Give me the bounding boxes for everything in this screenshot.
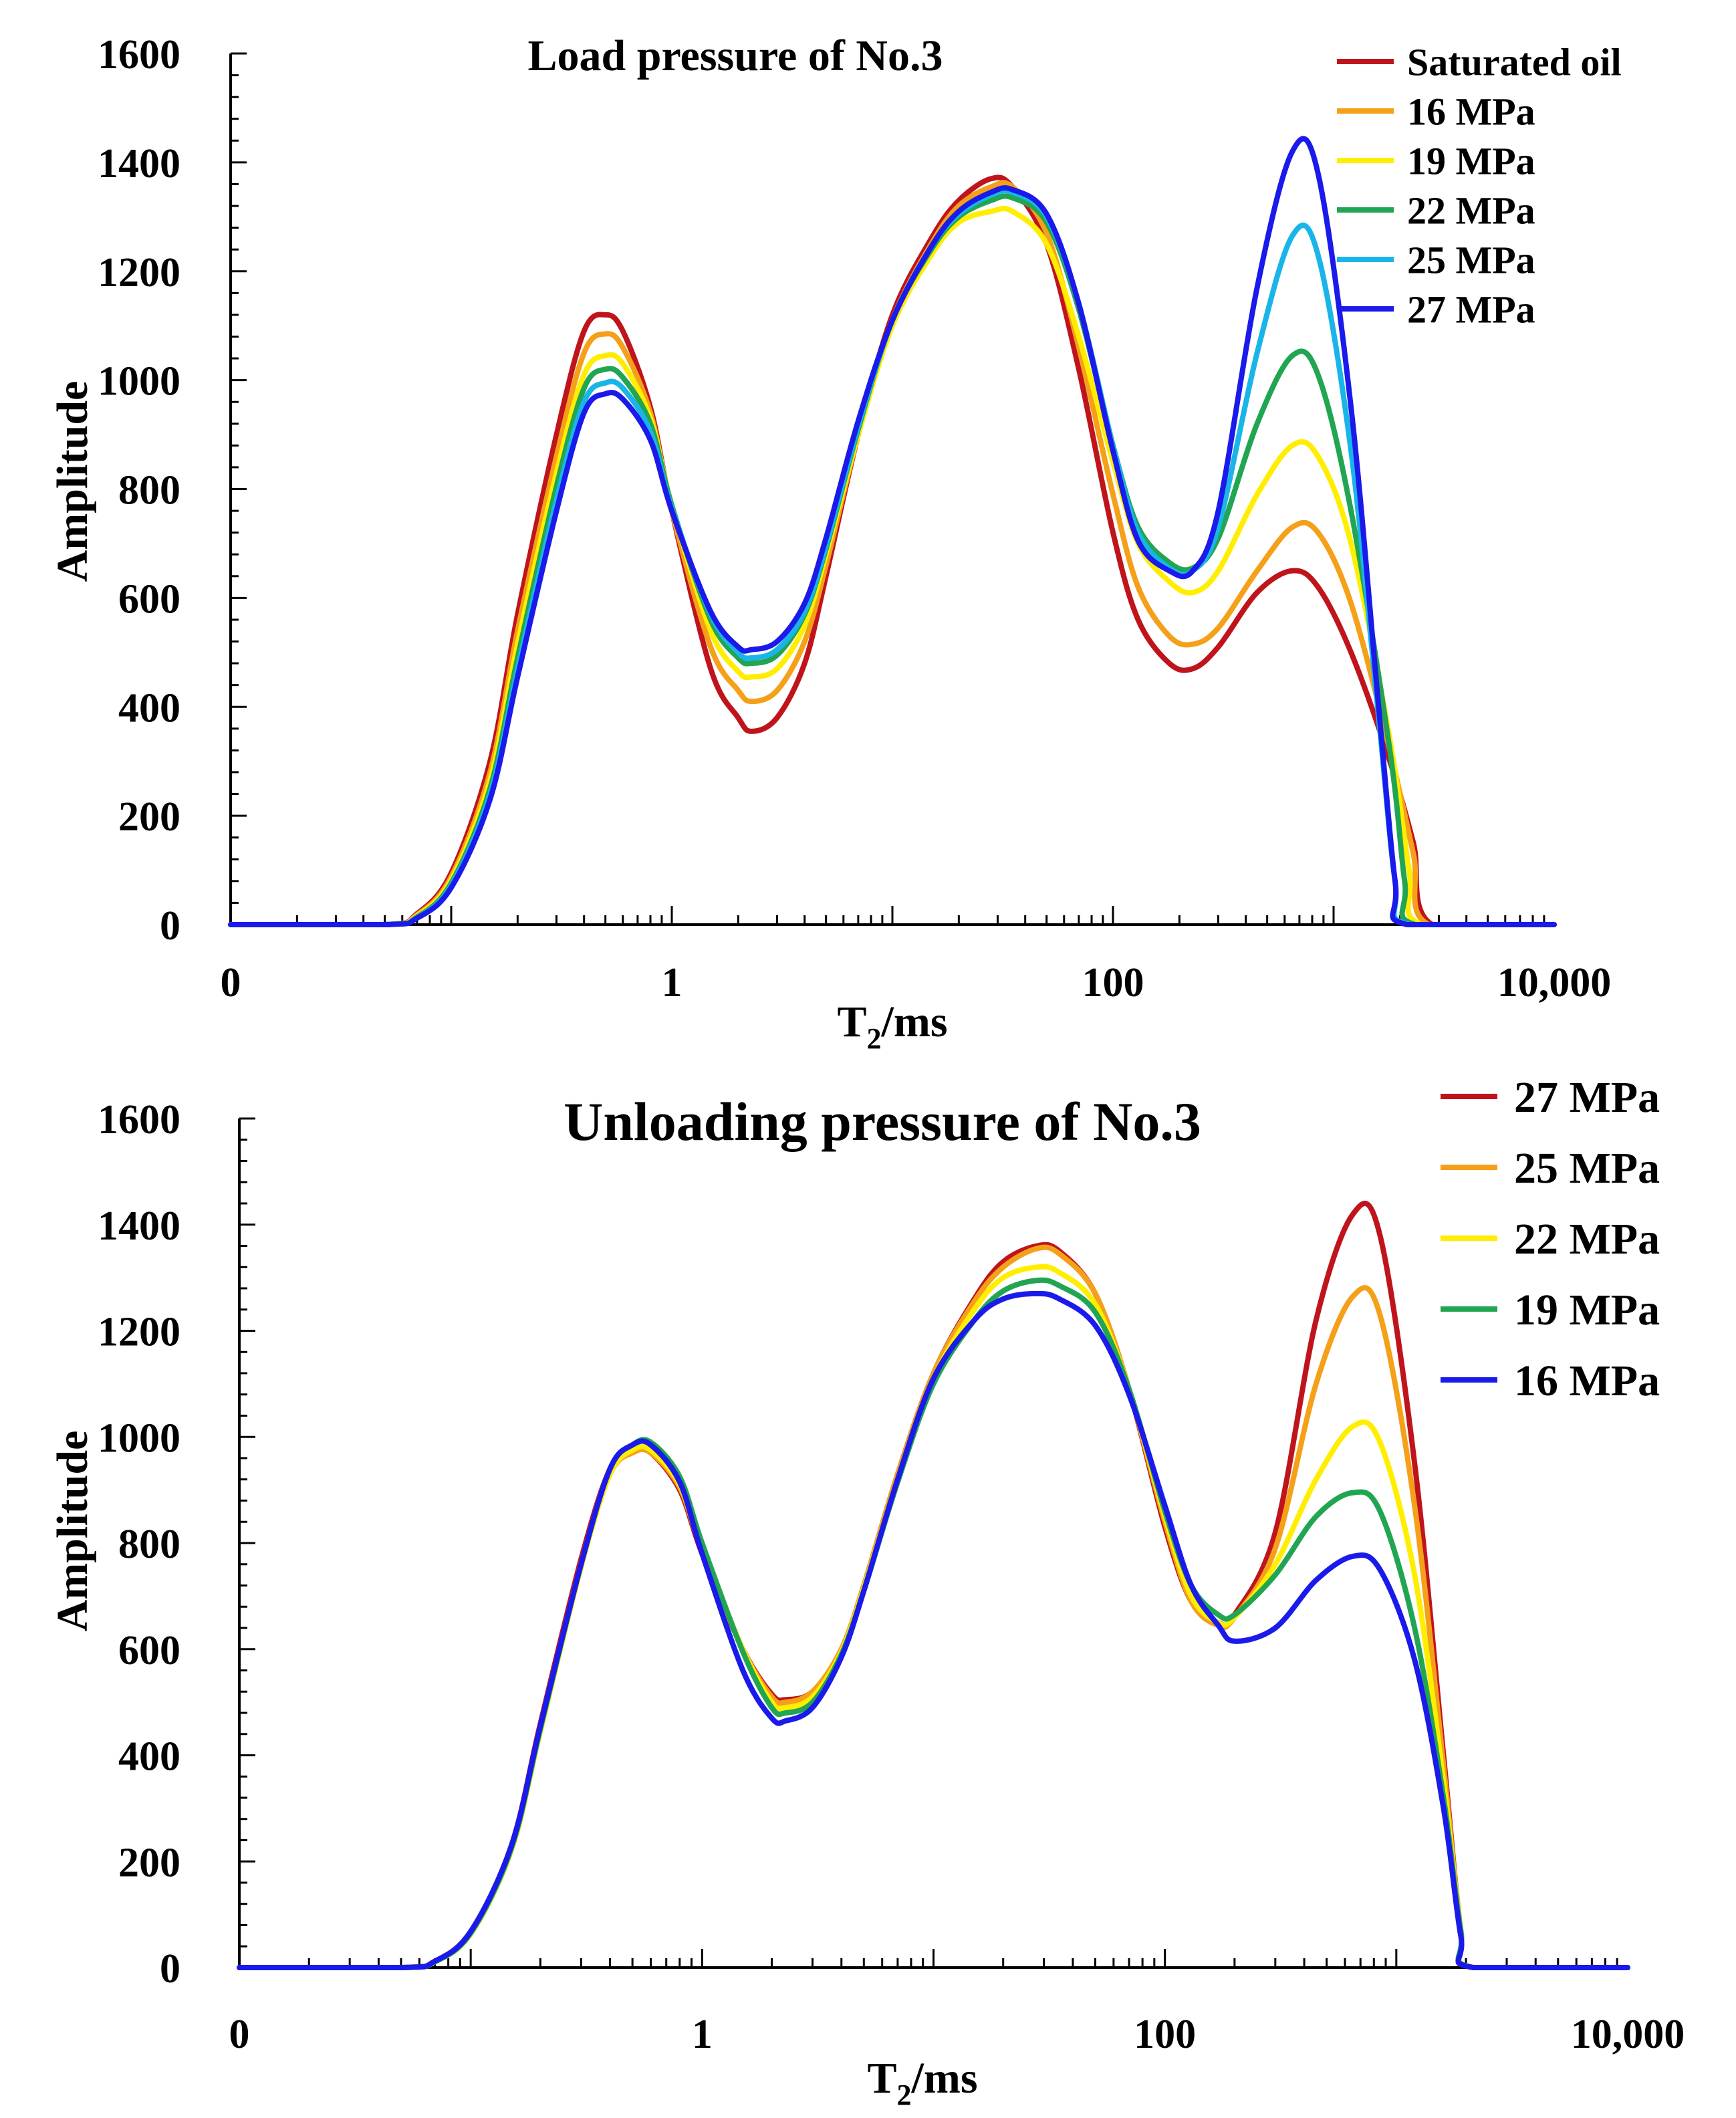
y-axis-label: Amplitude	[48, 1431, 97, 1632]
x-axis-label-main: T	[867, 2054, 896, 2103]
y-tick-label: 800	[118, 468, 180, 513]
series-line-16-mpa	[237, 1290, 1630, 1970]
series-line-27-mpa	[228, 136, 1557, 928]
plot-area	[237, 1200, 1630, 1970]
legend: 27 MPa 25 MPa 22 MPa 19 MPa 16 MPa	[1441, 1073, 1660, 1405]
y-tick-label: 200	[118, 794, 180, 840]
y-tick-label: 200	[118, 1840, 180, 1885]
y-axis-label: Amplitude	[48, 381, 97, 582]
legend-label: 16 MPa	[1407, 90, 1535, 133]
panel-load-chart: Load pressure of No.3 Amplitude T2/ms 0 2…	[48, 31, 1622, 1055]
x-axis-label-sub: 2	[867, 1022, 882, 1055]
y-tick-label: 1600	[98, 1097, 180, 1143]
x-tick-label: 10,000	[1497, 960, 1612, 1006]
x-tick-label: 10,000	[1571, 2012, 1685, 2057]
legend-label: 27 MPa	[1514, 1073, 1660, 1122]
y-tick-label: 1000	[98, 359, 180, 404]
y-tick-label: 1200	[98, 1310, 180, 1355]
y-tick-label: 1000	[98, 1415, 180, 1461]
x-tick-label: 100	[1082, 960, 1144, 1006]
legend-label: Saturated oil	[1407, 40, 1622, 84]
chart-title: Unloading pressure of No.3	[564, 1091, 1201, 1152]
y-tick-label: 1400	[98, 141, 180, 187]
legend-label: 27 MPa	[1407, 287, 1535, 331]
legend-label: 22 MPa	[1514, 1215, 1660, 1264]
chart-title: Load pressure of No.3	[528, 31, 943, 80]
axes: 0 200 400 600 800 1000 1200 1400 1600 0 1 100 10,000	[98, 1097, 1685, 2057]
legend: Saturated oil 16 MPa 19 MPa 22 MPa 25 MPa 27 …	[1337, 40, 1622, 331]
y-tick-label: 0	[160, 1946, 180, 1992]
y-tick-label: 400	[118, 685, 180, 731]
y-tick-label: 1200	[98, 250, 180, 296]
y-tick-label: 600	[118, 1628, 180, 1673]
x-tick-label: 1	[692, 2012, 713, 2057]
x-axis-label-rest: /ms	[881, 997, 948, 1046]
y-tick-label: 400	[118, 1734, 180, 1780]
x-axis-label-main: T	[837, 997, 866, 1046]
x-tick-label: 100	[1134, 2012, 1196, 2057]
legend-label: 19 MPa	[1407, 139, 1535, 183]
y-tick-label: 1600	[98, 32, 180, 78]
plot-area	[228, 136, 1557, 928]
x-axis-label-sub: 2	[897, 2079, 912, 2111]
y-tick-label: 800	[118, 1522, 180, 1567]
x-axis-label: T2/ms	[837, 997, 947, 1055]
x-tick-label: 0	[221, 960, 241, 1006]
x-tick-label: 1	[662, 960, 683, 1006]
x-axis-label-rest: /ms	[911, 2054, 978, 2103]
legend-label: 25 MPa	[1514, 1144, 1660, 1193]
legend-label: 22 MPa	[1407, 189, 1535, 232]
x-tick-label: 0	[229, 2012, 250, 2057]
y-tick-label: 1400	[98, 1203, 180, 1249]
y-tick-label: 0	[160, 903, 180, 949]
legend-label: 16 MPa	[1514, 1357, 1660, 1405]
y-tick-label: 600	[118, 576, 180, 622]
panel-unloading-chart: Unloading pressure of No.3 Amplitude T2/…	[48, 1073, 1685, 2111]
legend-label: 19 MPa	[1514, 1286, 1660, 1334]
legend-label: 25 MPa	[1407, 238, 1535, 281]
x-axis-label: T2/ms	[867, 2054, 977, 2111]
